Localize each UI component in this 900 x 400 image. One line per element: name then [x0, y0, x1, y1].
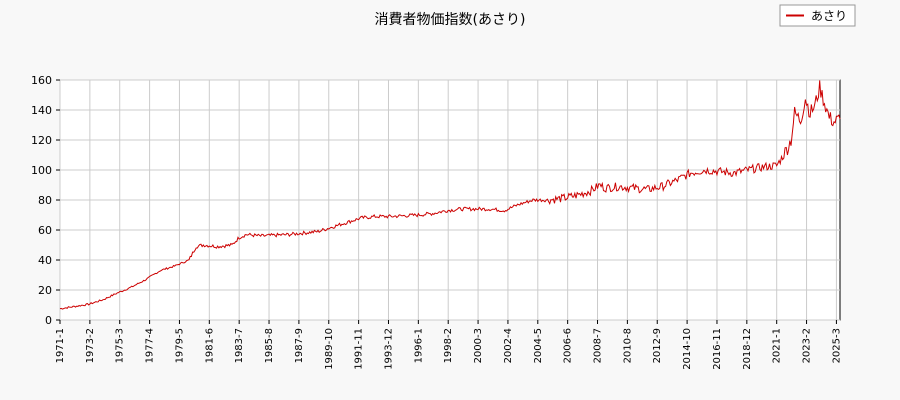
y-tick-label: 60	[38, 224, 52, 237]
x-tick-label: 2002-4	[503, 328, 514, 363]
x-tick-label: 2025-3	[831, 328, 842, 363]
chart-title: 消費者物価指数(あさり)	[375, 12, 526, 28]
y-tick-label: 20	[38, 284, 52, 297]
y-tick-label: 140	[31, 104, 52, 117]
x-tick-label: 1998-2	[443, 328, 454, 363]
x-tick-label: 2008-7	[593, 328, 604, 363]
x-tick-label: 1975-3	[115, 328, 126, 363]
x-tick-label: 2014-10	[682, 328, 693, 370]
y-tick-label: 80	[38, 194, 52, 207]
x-tick-label: 1979-5	[174, 328, 185, 363]
x-tick-label: 1971-1	[55, 328, 66, 363]
x-tick-label: 1981-6	[204, 328, 215, 363]
x-axis: 1971-1 1973-2 1975-3 1977-4 1979-5 1981-6 1983…	[55, 320, 842, 370]
x-tick-label: 2023-2	[802, 328, 813, 363]
x-tick-label: 1989-10	[324, 328, 335, 370]
x-tick-label: 2006-6	[563, 328, 574, 363]
y-tick-label: 120	[31, 134, 52, 147]
y-tick-label: 100	[31, 164, 52, 177]
x-tick-label: 1985-8	[264, 328, 275, 363]
legend: あさり	[779, 4, 856, 27]
x-tick-label: 1991-11	[354, 328, 365, 370]
x-tick-label: 2016-11	[712, 328, 723, 370]
legend-box	[779, 4, 856, 27]
y-tick-label: 0	[45, 314, 52, 327]
x-tick-label: 2018-12	[742, 328, 753, 370]
x-tick-label: 1993-12	[383, 328, 394, 370]
y-tick-label: 160	[31, 74, 52, 87]
x-tick-label: 1987-9	[294, 328, 305, 363]
x-tick-label: 2021-1	[772, 328, 783, 363]
x-tick-label: 2012-9	[652, 328, 663, 363]
x-tick-label: 2010-8	[622, 328, 633, 363]
x-tick-label: 1977-4	[145, 328, 156, 363]
x-tick-label: 1983-7	[234, 328, 245, 363]
legend-label: あさり	[811, 9, 847, 23]
x-tick-label: 2000-3	[473, 328, 484, 363]
series-line	[59, 80, 841, 310]
x-tick-label: 1996-1	[413, 328, 424, 363]
y-axis: 0 20 40 60 80 100 120 140 160	[31, 74, 60, 327]
x-tick-label: 2004-5	[533, 328, 544, 363]
x-tick-label: 1973-2	[85, 328, 96, 363]
y-tick-label: 40	[38, 254, 52, 267]
